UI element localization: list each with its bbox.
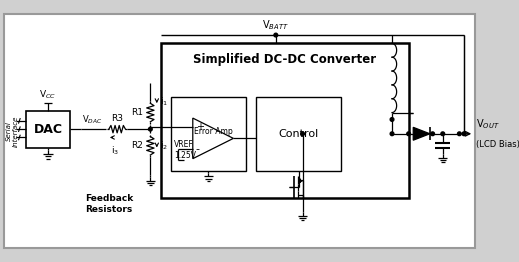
Circle shape: [301, 132, 305, 136]
Text: V$_{DAC}$: V$_{DAC}$: [82, 114, 103, 126]
Text: R3: R3: [111, 114, 123, 123]
Text: i$_1$: i$_1$: [159, 95, 168, 108]
Circle shape: [431, 132, 434, 136]
Text: V$_{BATT}$: V$_{BATT}$: [263, 19, 289, 32]
Text: R2: R2: [131, 141, 143, 150]
Text: Simplified DC-DC Converter: Simplified DC-DC Converter: [194, 53, 377, 66]
Bar: [26, 111, 70, 148]
Text: Error Amp: Error Amp: [194, 127, 233, 135]
Circle shape: [462, 132, 466, 136]
Circle shape: [407, 132, 411, 136]
Text: i$_3$: i$_3$: [111, 145, 119, 157]
Text: i$_2$: i$_2$: [159, 139, 168, 152]
Circle shape: [458, 132, 461, 136]
Text: Feedback
Resistors: Feedback Resistors: [85, 194, 133, 214]
Bar: [256, 97, 342, 171]
Text: +: +: [196, 122, 203, 132]
Text: (LCD Bias): (LCD Bias): [476, 140, 519, 149]
Text: DAC: DAC: [33, 123, 62, 136]
Bar: [161, 43, 408, 198]
Polygon shape: [413, 127, 430, 140]
Text: V$_{CC}$: V$_{CC}$: [39, 88, 57, 101]
Text: VREF
1.25V: VREF 1.25V: [174, 140, 196, 160]
Bar: [171, 97, 247, 171]
Text: V$_{OUT}$: V$_{OUT}$: [476, 117, 500, 131]
Circle shape: [441, 132, 445, 136]
Circle shape: [148, 127, 152, 131]
Circle shape: [274, 33, 278, 37]
Text: Serial
Interface: Serial Interface: [6, 115, 19, 147]
Text: -: -: [196, 144, 199, 154]
Text: Control: Control: [279, 129, 319, 139]
Circle shape: [390, 118, 394, 121]
Text: R1: R1: [131, 108, 143, 117]
Circle shape: [390, 132, 394, 136]
